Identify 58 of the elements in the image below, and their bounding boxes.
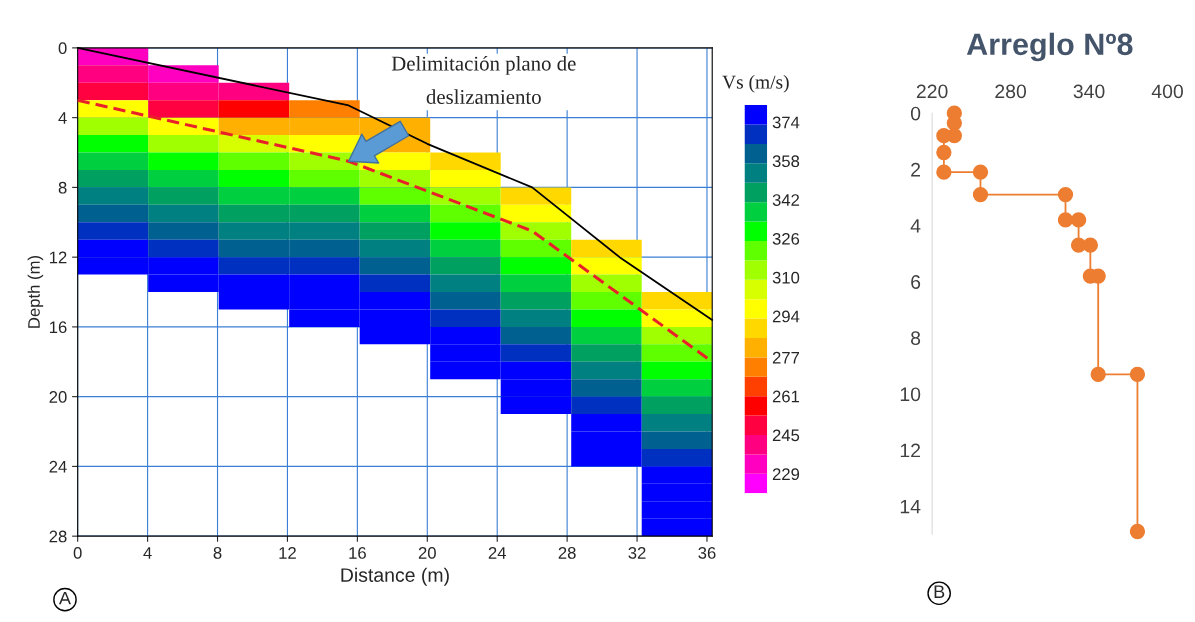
y-tick-label: 20 <box>49 391 67 403</box>
point <box>1129 366 1146 382</box>
color-bar-label: 245 <box>772 429 800 442</box>
color-bar-label: 277 <box>772 351 800 364</box>
y-tick-label: 4 <box>910 219 921 233</box>
x-tick-label: 16 <box>349 547 366 559</box>
color-bar-label: 342 <box>772 194 800 206</box>
y-tick-label: 8 <box>911 331 921 346</box>
point <box>1090 366 1106 382</box>
color-bar-label: 358 <box>772 155 800 168</box>
x-tick-label: 4 <box>143 547 152 559</box>
x-tick-label: 24 <box>488 547 506 559</box>
color-bar-label: 294 <box>772 310 800 323</box>
y-tick-label: 10 <box>900 387 921 402</box>
x-tick-label: 340 <box>1073 84 1105 99</box>
point <box>972 186 989 203</box>
point <box>936 144 952 161</box>
x-tick-label: 220 <box>916 84 948 99</box>
color-bar-label: 310 <box>772 271 800 284</box>
x-tick-label: 12 <box>279 547 296 559</box>
annotation: Delimitación plano de deslizamiento <box>391 55 576 104</box>
y-tick-label: 8 <box>58 181 67 194</box>
y-tick-label: 4 <box>58 112 67 124</box>
chart-title: Arreglo Nº8 <box>966 32 1133 62</box>
point <box>1057 212 1074 228</box>
color-bar-label: 326 <box>772 232 800 245</box>
text: A <box>59 591 71 605</box>
point <box>1082 237 1098 253</box>
x-tick-label: 28 <box>558 547 576 559</box>
color-bar-title: Vs (m/s) <box>722 74 789 93</box>
point <box>1057 186 1074 203</box>
text: B <box>934 585 945 598</box>
y-tick-label: 14 <box>900 499 921 514</box>
x-tick-label: 280 <box>995 84 1027 99</box>
point <box>1129 523 1146 540</box>
y-axis-title: Depth (m) <box>27 256 44 328</box>
y-tick-label: 6 <box>911 275 921 289</box>
y-tick-label: 12 <box>900 443 921 458</box>
x-tick-label: 20 <box>418 547 436 559</box>
color-bar-label: 229 <box>772 468 800 481</box>
y-tick-label: 0 <box>910 106 921 121</box>
y-tick-label: 2 <box>911 162 921 177</box>
x-axis-title: Distance (m) <box>341 567 449 586</box>
color-bar-label: 261 <box>772 390 800 403</box>
color-bar-label: 374 <box>772 116 800 129</box>
point <box>936 164 952 180</box>
x-tick-label: 400 <box>1151 84 1183 99</box>
x-tick-label: 0 <box>73 547 82 559</box>
x-tick-label: 36 <box>698 547 716 559</box>
y-tick-label: 16 <box>49 321 67 334</box>
y-tick-label: 28 <box>49 530 67 543</box>
x-tick-label: 8 <box>213 547 222 559</box>
y-tick-label: 24 <box>49 460 67 473</box>
point <box>1070 212 1087 228</box>
point <box>972 164 989 180</box>
y-tick-label: 0 <box>58 42 67 55</box>
y-tick-label: 12 <box>49 251 67 264</box>
x-tick-label: 32 <box>628 547 646 559</box>
